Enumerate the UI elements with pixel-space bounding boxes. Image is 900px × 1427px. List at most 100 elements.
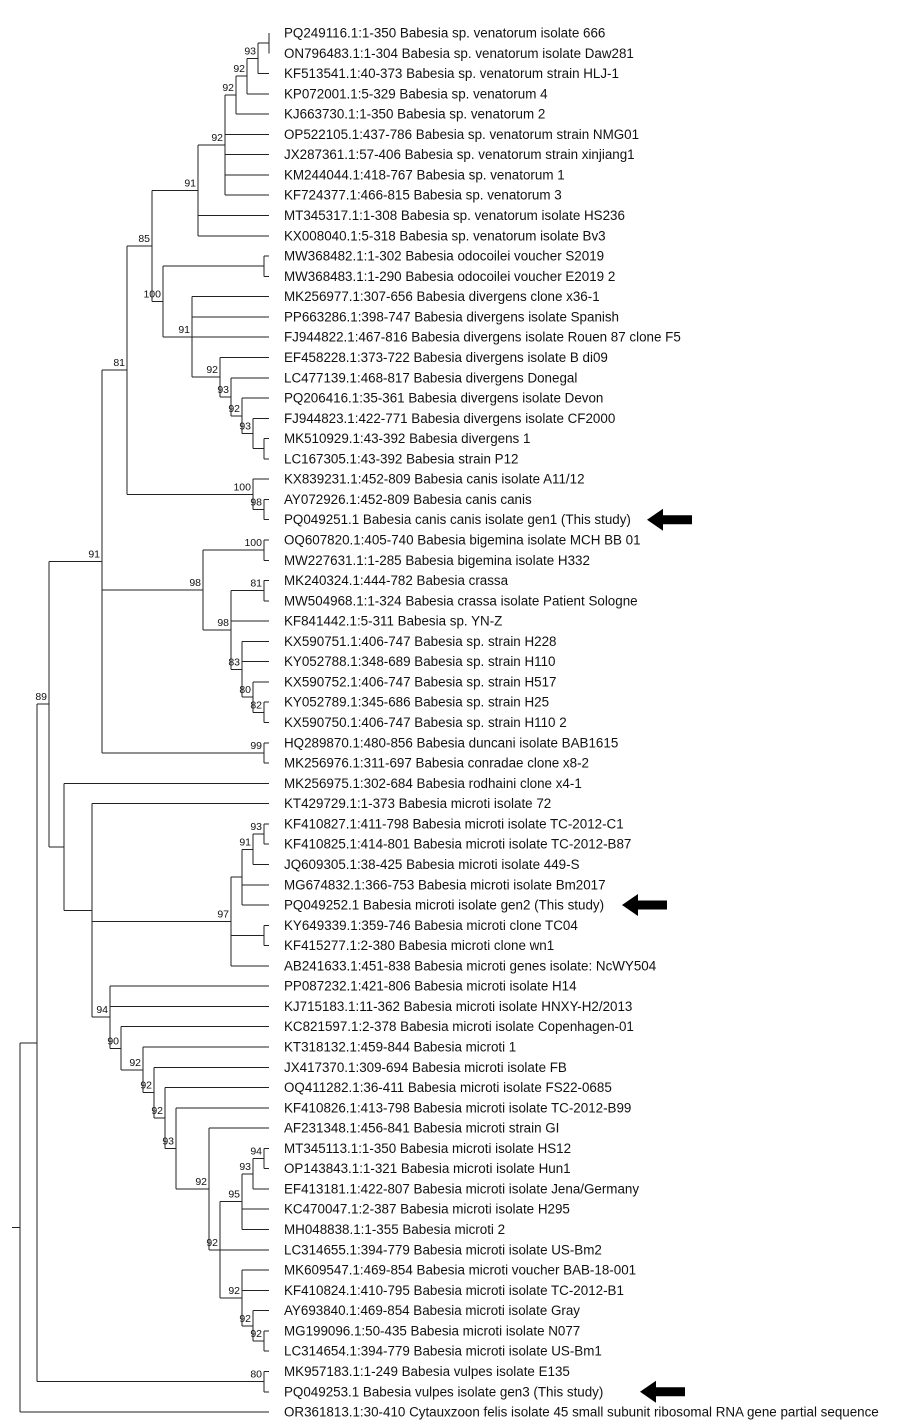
tip-label: KX590751.1:406-747 Babesia sp. strain H2…: [284, 634, 556, 649]
support-value-R: 81: [113, 357, 125, 369]
support-value-AF: 97: [217, 909, 229, 921]
tip-label: ON796483.1:1-304 Babesia sp. venatorum i…: [284, 46, 634, 61]
tip-label: MK256976.1:311-697 Babesia conradae clon…: [284, 756, 589, 771]
tip-label: HQ289870.1:480-856 Babesia duncani isola…: [284, 735, 618, 750]
tip-label: MK510929.1:43-392 Babesia divergens 1: [284, 431, 530, 446]
tip-label: KF724377.1:466-815 Babesia sp. venatorum…: [284, 188, 562, 203]
support-value-N: 100: [143, 289, 161, 301]
support-value-J: 92: [228, 403, 240, 415]
tip-label: OR361813.1:30-410 Cytauxzoon felis isola…: [284, 1405, 879, 1420]
support-value-E: 92: [211, 132, 223, 144]
tip-label: AB241633.1:451-838 Babesia microti genes…: [284, 958, 657, 973]
tip-label: KP072001.1:5-329 Babesia sp. venatorum 4: [284, 86, 548, 101]
tip-label: KF415277.1:2-380 Babesia microti clone w…: [284, 938, 554, 953]
tip-label: EF413181.1:422-807 Babesia microti isola…: [284, 1181, 639, 1196]
tip-label: LC477139.1:468-817 Babesia divergens Don…: [284, 370, 577, 385]
support-value-AI: 95: [228, 1189, 240, 1201]
support-value-AA: 91: [88, 549, 100, 561]
tip-label: PQ049251.1 Babesia canis canis isolate g…: [284, 512, 631, 527]
support-value-AN: 92: [195, 1176, 207, 1188]
support-value-M: 91: [178, 324, 190, 336]
tip-label: PP663286.1:398-747 Babesia divergens iso…: [284, 309, 619, 324]
support-value-Y: 98: [189, 577, 201, 589]
tip-label: KJ715183.1:11-362 Babesia microti isolat…: [284, 999, 632, 1014]
tip-label: PQ249116.1:1-350 Babesia sp. venatorum i…: [284, 26, 605, 41]
tip-label: KF841442.1:5-311 Babesia sp. YN-Z: [284, 614, 502, 629]
tip-label: JX417370.1:309-694 Babesia microti isola…: [284, 1060, 567, 1075]
support-value-AB: 93: [250, 821, 262, 833]
tip-label: JQ609305.1:38-425 Babesia microti isolat…: [284, 857, 580, 872]
support-value-AC: 91: [239, 836, 251, 848]
tip-label: MK256975.1:302-684 Babesia rodhaini clon…: [284, 776, 582, 791]
tip-label: KT318132.1:459-844 Babesia microti 1: [284, 1040, 516, 1055]
highlight-arrows: [622, 508, 692, 1403]
support-value-AM: 92: [206, 1237, 218, 1249]
support-value-I: 93: [239, 421, 251, 433]
tip-label: MW504968.1:1-324 Babesia crassa isolate …: [284, 593, 638, 608]
arrow-gen1-icon: [647, 508, 692, 531]
tip-label: KX590752.1:406-747 Babesia sp. strain H5…: [284, 674, 556, 689]
tip-label: KF410825.1:414-801 Babesia microti isola…: [284, 837, 631, 852]
tip-label: LC167305.1:43-392 Babesia strain P12: [284, 451, 519, 466]
support-value-AJ: 92: [250, 1328, 262, 1340]
tip-label: MG674832.1:366-753 Babesia microti isola…: [284, 877, 606, 892]
support-value-F: 91: [184, 177, 196, 189]
tip-label: MW368482.1:1-302 Babesia odocoilei vouch…: [284, 249, 604, 264]
tip-label: KY052788.1:348-689 Babesia sp. strain H1…: [284, 654, 555, 669]
tip-label: KY649339.1:359-746 Babesia microti clone…: [284, 918, 578, 933]
support-value-AS: 90: [107, 1035, 119, 1047]
support-value-AO: 93: [162, 1135, 174, 1147]
tip-label: MG199096.1:50-435 Babesia microti isolat…: [284, 1323, 580, 1338]
tip-label: PQ049252.1 Babesia microti isolate gen2 …: [284, 898, 604, 913]
tip-label: MK240324.1:444-782 Babesia crassa: [284, 573, 509, 588]
tip-label: KX590750.1:406-747 Babesia sp. strain H1…: [284, 715, 567, 730]
support-value-K: 93: [217, 384, 229, 396]
tip-label: AF231348.1:456-841 Babesia microti strai…: [284, 1121, 559, 1136]
support-value-AT: 94: [96, 1004, 108, 1016]
support-value-AK: 92: [239, 1313, 251, 1325]
tip-label: MT345317.1:1-308 Babesia sp. venatorum i…: [284, 208, 625, 223]
tip-label: KX008040.1:5-318 Babesia sp. venatorum i…: [284, 228, 606, 243]
tree-branches: [12, 33, 270, 1413]
tip-label: KT429729.1:1-373 Babesia microti isolate…: [284, 796, 551, 811]
support-value-AW: 89: [35, 691, 47, 703]
support-value-V: 80: [239, 684, 251, 696]
support-value-U: 82: [250, 699, 262, 711]
tip-label: FJ944823.1:422-771 Babesia divergens iso…: [284, 411, 615, 426]
tip-label: MK256977.1:307-656 Babesia divergens clo…: [284, 289, 600, 304]
tip-label: AY072926.1:452-809 Babesia canis canis: [284, 492, 532, 507]
tip-label: PQ049253.1 Babesia vulpes isolate gen3 (…: [284, 1384, 603, 1399]
tip-label: KF410826.1:413-798 Babesia microti isola…: [284, 1100, 631, 1115]
tip-label: PQ206416.1:35-361 Babesia divergens isol…: [284, 391, 603, 406]
support-value-AL: 92: [228, 1285, 240, 1297]
support-value-D: 92: [222, 82, 234, 94]
support-value-AR: 92: [129, 1057, 141, 1069]
tip-label: KY052789.1:345-686 Babesia sp. strain H2…: [284, 695, 549, 710]
tip-label: KF513541.1:40-373 Babesia sp. venatorum …: [284, 66, 619, 81]
tip-label: MT345113.1:1-350 Babesia microti isolate…: [284, 1141, 571, 1156]
support-value-T: 81: [250, 578, 262, 590]
support-value-W: 83: [228, 656, 240, 668]
support-value-AP: 92: [151, 1105, 163, 1117]
tip-label: MW368483.1:1-290 Babesia odocoilei vouch…: [284, 269, 615, 284]
tip-label: KJ663730.1:1-350 Babesia sp. venatorum 2: [284, 107, 545, 122]
tip-label: KF410827.1:411-798 Babesia microti isola…: [284, 816, 624, 831]
tip-label: JX287361.1:57-406 Babesia sp. venatorum …: [284, 147, 635, 162]
tip-label: FJ944822.1:467-816 Babesia divergens iso…: [284, 330, 681, 345]
tip-label: KX839231.1:452-809 Babesia canis isolate…: [284, 472, 585, 487]
support-value-X: 98: [217, 617, 229, 629]
tip-label: KM244044.1:418-767 Babesia sp. venatorum…: [284, 167, 565, 182]
tip-label: EF458228.1:373-722 Babesia divergens iso…: [284, 350, 608, 365]
tip-label: LC314654.1:394-779 Babesia microti isola…: [284, 1344, 602, 1359]
tip-label: KC821597.1:2-378 Babesia microti isolate…: [284, 1019, 634, 1034]
support-value-Q: 100: [233, 481, 251, 493]
tip-label: OQ411282.1:36-411 Babesia microti isolat…: [284, 1080, 612, 1095]
tip-label: AY693840.1:469-854 Babesia microti isola…: [284, 1303, 580, 1318]
arrow-gen2-icon: [622, 894, 667, 917]
tip-label: OP522105.1:437-786 Babesia sp. venatorum…: [284, 127, 639, 142]
tip-label: MK957183.1:1-249 Babesia vulpes isolate …: [284, 1364, 570, 1379]
tip-label: OQ607820.1:405-740 Babesia bigemina isol…: [284, 533, 641, 548]
tip-label: PP087232.1:421-806 Babesia microti isola…: [284, 979, 577, 994]
tip-label: LC314655.1:394-779 Babesia microti isola…: [284, 1242, 602, 1257]
